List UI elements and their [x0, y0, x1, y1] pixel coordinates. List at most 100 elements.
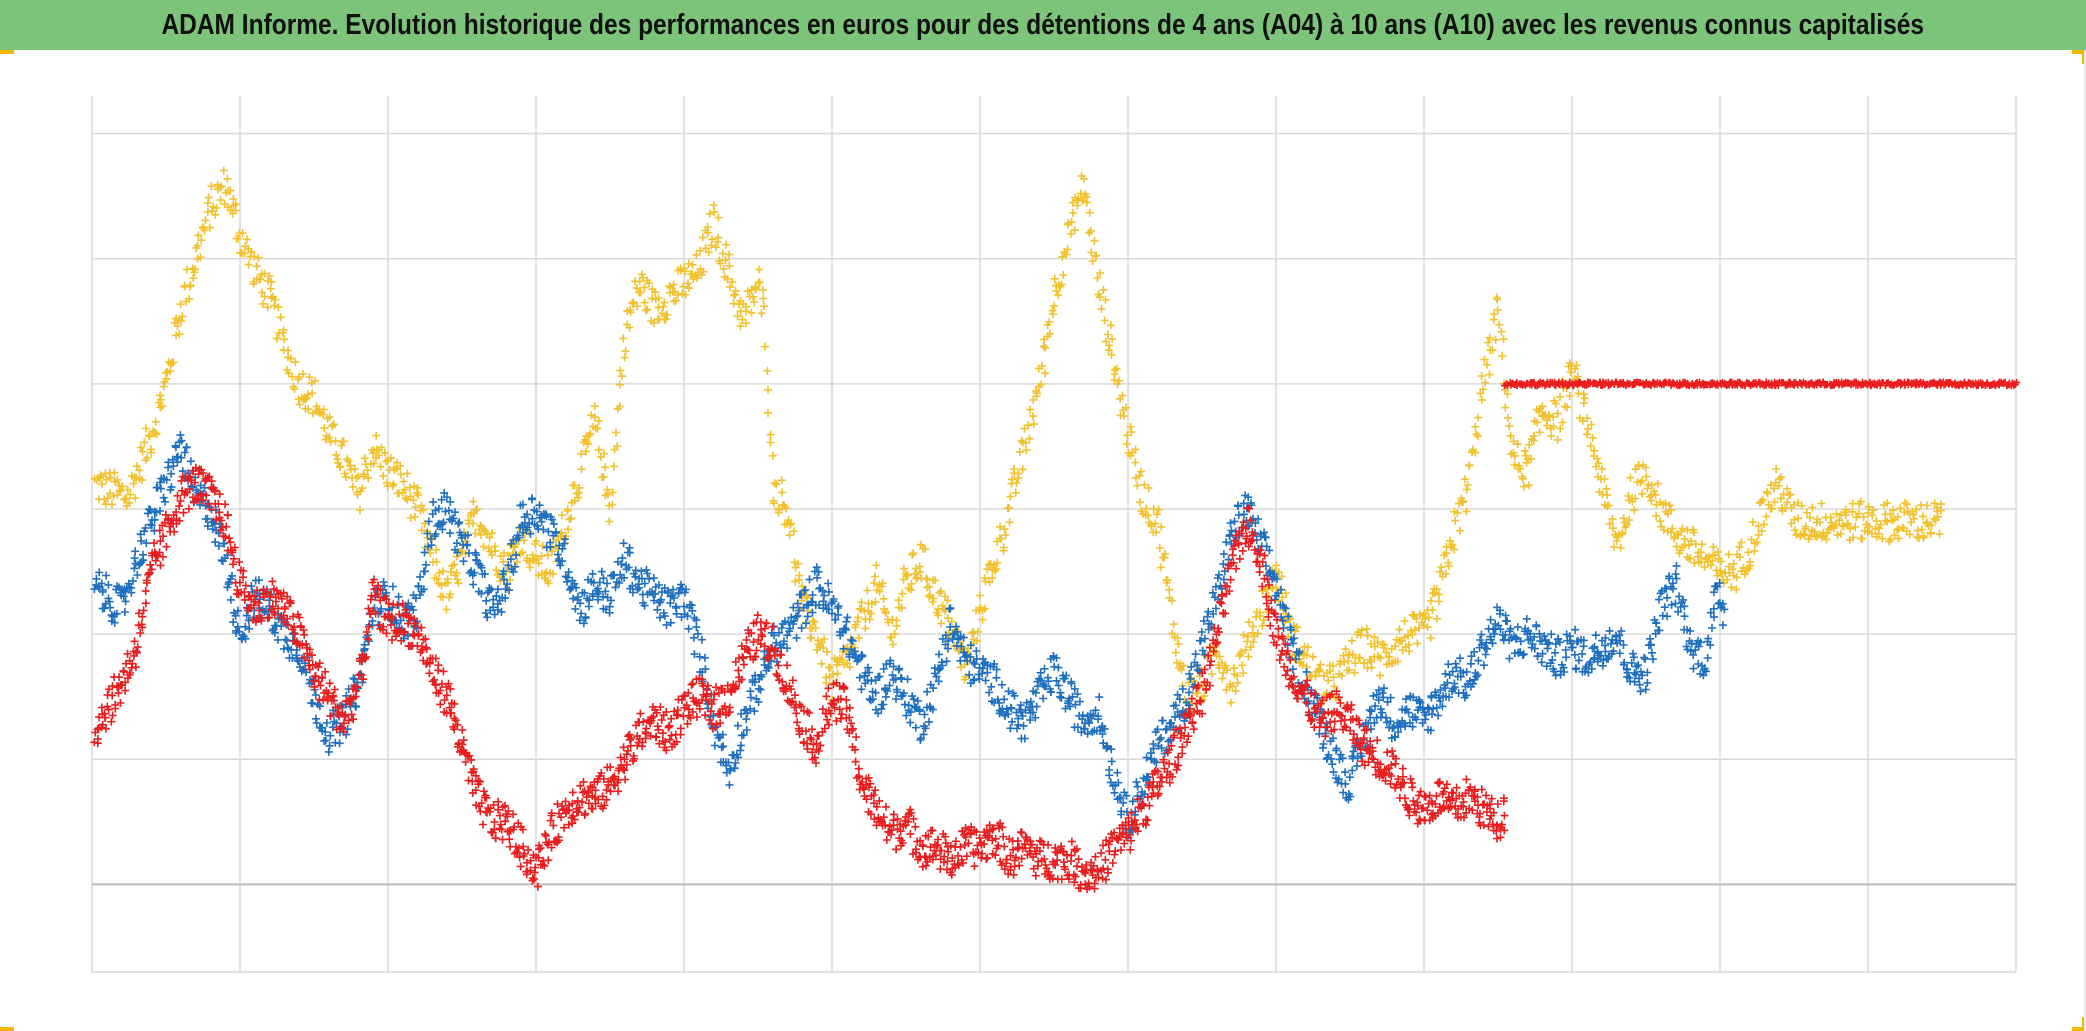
- data-point-A04: [203, 208, 212, 217]
- data-point-A04: [684, 259, 693, 268]
- plot-marks: [90, 166, 2021, 894]
- data-point-A04: [329, 420, 338, 429]
- data-point-A04: [968, 629, 977, 638]
- data-point-A04: [348, 482, 357, 491]
- data-point-A08: [540, 861, 549, 870]
- data-point-A06: [689, 633, 698, 642]
- data-point-A06: [226, 595, 235, 604]
- data-point-A04: [755, 278, 764, 286]
- data-point-A06: [972, 647, 981, 655]
- data-point-A04: [260, 269, 269, 278]
- data-point-A04: [1580, 394, 1589, 403]
- data-point-A04: [100, 495, 109, 504]
- data-point-A04: [826, 663, 835, 672]
- data-point-A04: [1363, 631, 1372, 640]
- data-point-A04: [1918, 525, 1926, 534]
- data-point-A04: [212, 204, 221, 212]
- data-point-A04: [1522, 458, 1531, 467]
- data-point-A08: [1097, 848, 1106, 857]
- data-point-A04: [1499, 335, 1508, 344]
- data-point-A06: [571, 604, 580, 613]
- data-point-A06: [1050, 662, 1059, 671]
- data-point-A06: [121, 597, 130, 606]
- data-point-A04: [582, 447, 591, 456]
- data-point-A08: [1067, 837, 1076, 846]
- data-point-A04: [743, 287, 752, 296]
- data-point-A04: [405, 483, 414, 492]
- data-point-A06: [1191, 650, 1200, 659]
- data-point-A04: [523, 554, 532, 562]
- data-point-A06: [680, 602, 688, 611]
- data-point-A04: [125, 498, 134, 507]
- data-point-A06: [655, 613, 664, 622]
- data-point-A04: [417, 526, 426, 535]
- data-point-A04: [1646, 492, 1655, 501]
- data-point-A08: [889, 810, 898, 819]
- data-point-A04: [699, 267, 708, 276]
- data-point-A04: [189, 274, 198, 282]
- data-point-A06: [100, 604, 109, 613]
- data-point-A08: [1017, 854, 1026, 863]
- data-point-A04: [1553, 435, 1562, 444]
- data-point-A06: [1434, 711, 1443, 720]
- data-point-A04: [288, 372, 297, 381]
- data-point-A06: [1142, 753, 1151, 762]
- data-point-A08: [184, 504, 193, 513]
- data-point-A04: [108, 500, 116, 509]
- data-point-A06: [1663, 612, 1672, 621]
- data-point-A04: [1459, 498, 1467, 507]
- data-point-A04: [1748, 518, 1757, 527]
- data-point-A08: [1031, 871, 1040, 880]
- data-point-A06: [455, 518, 464, 527]
- data-point-A06: [1040, 664, 1049, 673]
- data-point-A04: [414, 491, 423, 500]
- data-point-A04: [795, 571, 804, 580]
- data-point-A08: [852, 733, 861, 741]
- data-point-A04: [1009, 465, 1018, 473]
- data-point-A04: [1817, 499, 1826, 508]
- data-point-A04: [794, 559, 803, 568]
- data-point-A04: [454, 579, 463, 588]
- data-point-A04: [411, 503, 420, 511]
- data-point-A04: [453, 575, 462, 584]
- data-point-A04: [789, 527, 798, 536]
- data-point-A04: [500, 549, 508, 557]
- data-point-A08: [906, 830, 915, 839]
- data-point-A06: [1522, 614, 1531, 623]
- data-point-A04: [1603, 490, 1612, 499]
- data-point-A04: [803, 593, 812, 602]
- data-point-A04: [260, 292, 269, 301]
- data-point-A04: [344, 457, 353, 466]
- data-point-A08: [956, 842, 965, 851]
- data-point-A04: [1492, 293, 1501, 302]
- data-point-A04: [356, 506, 364, 515]
- data-point-A04: [476, 531, 485, 539]
- data-point-A08: [1260, 551, 1269, 560]
- data-point-A06: [1039, 694, 1048, 703]
- data-point-A04: [169, 358, 178, 367]
- data-point-A04: [138, 476, 146, 485]
- data-point-A08: [978, 849, 986, 858]
- data-point-A04: [565, 515, 574, 524]
- data-point-A04: [692, 273, 701, 282]
- data-point-A04: [725, 250, 734, 259]
- data-point-A08: [783, 661, 792, 670]
- data-point-A06: [649, 574, 658, 582]
- data-point-A06: [1444, 660, 1453, 669]
- data-point-A04: [685, 284, 693, 293]
- data-point-A04: [1471, 422, 1480, 431]
- data-point-A04: [1011, 488, 1020, 497]
- data-point-A04: [855, 604, 864, 613]
- data-point-A04: [152, 430, 161, 439]
- data-point-A08: [734, 666, 743, 675]
- data-point-A04: [747, 308, 756, 317]
- data-point-A04: [897, 604, 906, 613]
- data-point-A04: [1039, 342, 1048, 351]
- data-point-A04: [1791, 526, 1799, 535]
- data-point-A06: [549, 520, 558, 528]
- data-point-A04: [1103, 330, 1112, 339]
- data-point-A04: [1642, 472, 1651, 481]
- data-point-A08: [1057, 875, 1066, 884]
- frame-right-edge: [2084, 50, 2086, 1031]
- data-point-A08: [581, 809, 590, 818]
